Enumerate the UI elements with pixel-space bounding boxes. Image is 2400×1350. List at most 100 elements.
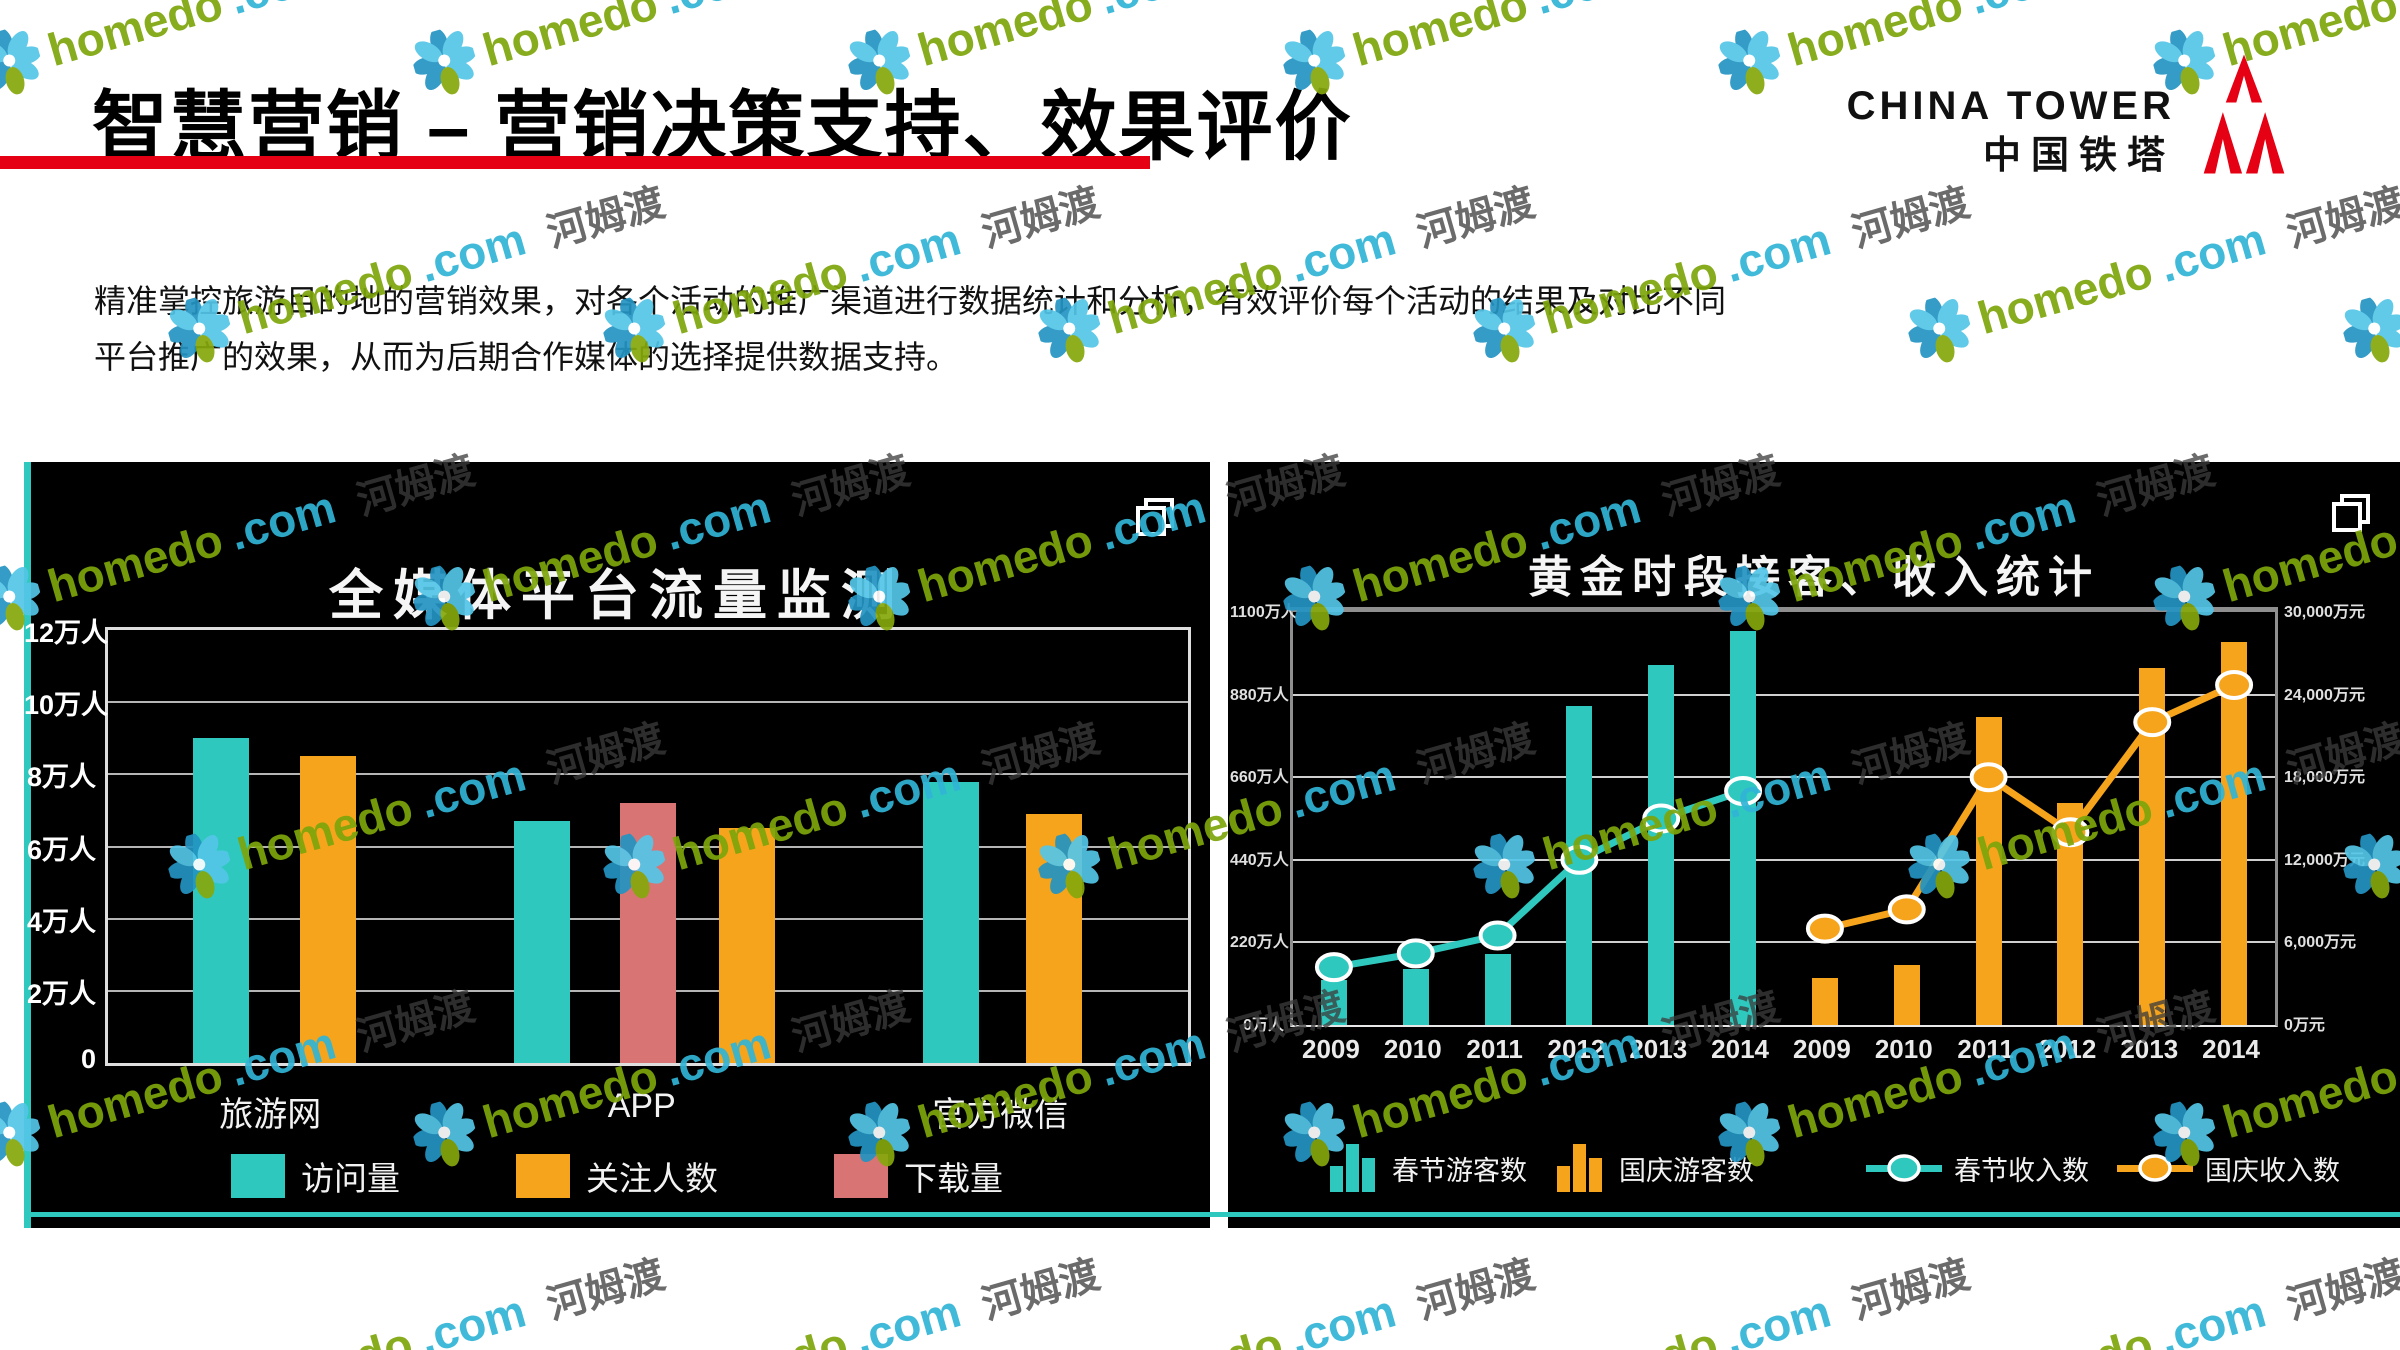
mini-bars-icon bbox=[1330, 1144, 1375, 1192]
marker-国庆收入数 bbox=[1887, 894, 1926, 925]
watermark-cn: 河姆渡 bbox=[542, 1252, 670, 1328]
logo-text-en: CHINA TOWER bbox=[1846, 84, 2175, 128]
bar-春节游客数-2011 bbox=[1484, 953, 1511, 1025]
marker-国庆收入数 bbox=[2215, 669, 2254, 700]
x-axis-label-2014: 2014 bbox=[2202, 1034, 2260, 1064]
watermark-cn: 河姆渡 bbox=[2282, 1252, 2400, 1328]
marker-国庆收入数 bbox=[1805, 913, 1844, 944]
watermark-cn: 河姆渡 bbox=[977, 1252, 1105, 1328]
homedo-flower-icon bbox=[0, 28, 42, 95]
expand-copy-icon[interactable] bbox=[2330, 492, 2374, 536]
gridline bbox=[108, 701, 1188, 704]
legend-item-春节收入数: 春节收入数 bbox=[1866, 1149, 2089, 1188]
legend-swatch bbox=[834, 1154, 888, 1198]
bar-春节游客数-2009 bbox=[1320, 979, 1347, 1025]
legend-item-关注人数: 关注人数 bbox=[516, 1152, 718, 1200]
right-axis-tick-label: 0万元 bbox=[2284, 1017, 2325, 1034]
title-underline bbox=[0, 156, 1150, 169]
watermark-brand: homedo bbox=[1102, 1316, 1289, 1350]
watermark-brand: homedo bbox=[1782, 0, 1969, 77]
x-axis-label-2013: 2013 bbox=[2120, 1034, 2179, 1064]
tower-icon bbox=[2203, 54, 2285, 174]
homedo-flower-icon bbox=[1717, 28, 1782, 95]
category-label-APP: APP bbox=[607, 1087, 676, 1125]
watermark-tld: .com bbox=[2153, 212, 2272, 293]
line-series-overlay bbox=[1314, 669, 2254, 983]
revenue-chart-title: 黄金时段接客、收入统计 bbox=[1528, 552, 2100, 602]
watermark-cn: 河姆渡 bbox=[1412, 1252, 1540, 1328]
intro-line-2: 平台推广的效果，从而为后期合作媒体的选择提供数据支持。 bbox=[94, 339, 959, 375]
gridline bbox=[1293, 693, 2275, 696]
watermark-tld: .com bbox=[1283, 1284, 1402, 1350]
right-axis-tick-label: 12,000万元 bbox=[2284, 851, 2365, 869]
legend-label: 春节收入数 bbox=[1954, 1155, 2089, 1186]
watermark-tld: .com bbox=[1963, 0, 2082, 25]
category-label-官方微信: 官方微信 bbox=[932, 1096, 1069, 1134]
bar-访问量-旅游网 bbox=[193, 738, 250, 1063]
line-国庆收入数 bbox=[1824, 681, 2236, 933]
watermark-cn: 河姆渡 bbox=[1847, 180, 1975, 256]
watermark-brand: homedo bbox=[1347, 0, 1534, 77]
x-axis-label-2009: 2009 bbox=[1792, 1034, 1851, 1064]
watermark-cn: 河姆渡 bbox=[1847, 1252, 1975, 1328]
bar-国庆游客数-2010 bbox=[1893, 964, 1920, 1025]
x-axis-label-2010: 2010 bbox=[1383, 1034, 1442, 1064]
watermark-tld: .com bbox=[1718, 1284, 1837, 1350]
revenue-chart-panel: 黄金时段接客、收入统计 1100万人 880万人 660万人 440万人 220万人 0万… bbox=[1228, 462, 2400, 1228]
legend-item-国庆收入数: 国庆收入数 bbox=[2117, 1149, 2340, 1188]
legend-label: 春节游客数 bbox=[1392, 1155, 1527, 1186]
bar-访问量-APP bbox=[514, 821, 571, 1063]
right-axis-tick-label: 6,000万元 bbox=[2284, 934, 2357, 952]
watermark-tld: .com bbox=[1093, 0, 1212, 25]
x-axis-label-2011: 2011 bbox=[1957, 1034, 2014, 1064]
watermark-tld: .com bbox=[1528, 0, 1647, 25]
left-axis-tick-label: 880万人 bbox=[1230, 686, 1289, 704]
watermark-brand: homedo bbox=[667, 1316, 854, 1350]
y-axis-tick-label: 2万人 bbox=[26, 978, 96, 1009]
bar-访问量-官方微信 bbox=[923, 781, 980, 1063]
bar-下载量-APP bbox=[620, 803, 676, 1063]
marker-春节收入数 bbox=[1314, 952, 1353, 983]
left-axis-tick-label: 1100万人 bbox=[1230, 604, 1297, 621]
y-axis-tick-label: 10万人 bbox=[24, 690, 109, 721]
left-axis-tick-label: 440万人 bbox=[1230, 851, 1289, 869]
intro-line-1: 精准掌控旅游目的地的营销效果，对各个活动的推广渠道进行数据统计和分析，有效评价每… bbox=[94, 283, 1727, 319]
line-春节收入数 bbox=[1333, 787, 1745, 971]
y-axis-tick-label: 0 bbox=[80, 1044, 96, 1074]
bar-春节游客数-2014 bbox=[1730, 630, 1757, 1025]
mini-bars-icon bbox=[1557, 1144, 1602, 1192]
traffic-chart-panel: 全媒体平台流量监测 12万人 10万人 8万人 6万人 4万人 2万人 0 旅游网 APP 官方微… bbox=[24, 462, 1210, 1228]
traffic-chart-title: 全媒体平台流量监测 bbox=[329, 565, 905, 626]
legend-label: 访问量 bbox=[301, 1160, 400, 1197]
x-axis-label-2012: 2012 bbox=[2038, 1034, 2097, 1064]
china-tower-logo: CHINA TOWER 中国铁塔 bbox=[1780, 84, 2175, 178]
watermark-brand: homedo bbox=[232, 1316, 419, 1350]
right-axis-tick-label: 24,000万元 bbox=[2284, 686, 2365, 704]
page-title: 智慧营销 – 营销决策支持、效果评价 bbox=[92, 84, 1353, 170]
revenue-chart-legend: 春节游客数 国庆游客数 春节收入数 国庆收入数 bbox=[1328, 1140, 2340, 1196]
x-axis-label-2010: 2010 bbox=[1874, 1034, 1933, 1064]
legend-label: 下载量 bbox=[904, 1160, 1003, 1197]
watermark-tld: .com bbox=[848, 1284, 967, 1350]
bar-国庆游客数-2014 bbox=[2221, 642, 2248, 1025]
right-axis-tick-label: 18,000万元 bbox=[2284, 769, 2365, 787]
traffic-plot-area bbox=[105, 627, 1191, 1066]
gridline bbox=[1293, 941, 2275, 944]
legend-label: 国庆收入数 bbox=[2205, 1155, 2340, 1186]
watermark-cn: 河姆渡 bbox=[977, 180, 1105, 256]
y-axis-tick-label: 6万人 bbox=[26, 834, 96, 865]
expand-copy-icon[interactable] bbox=[1134, 496, 1178, 540]
gridline bbox=[1293, 776, 2275, 779]
bar-春节游客数-2013 bbox=[1648, 664, 1675, 1025]
legend-swatch bbox=[516, 1154, 570, 1198]
marker-国庆收入数 bbox=[2133, 707, 2172, 738]
bar-关注人数-旅游网 bbox=[300, 756, 357, 1063]
right-axis-tick-label: 30,000万元 bbox=[2284, 604, 2365, 621]
category-label-旅游网: 旅游网 bbox=[219, 1096, 322, 1134]
